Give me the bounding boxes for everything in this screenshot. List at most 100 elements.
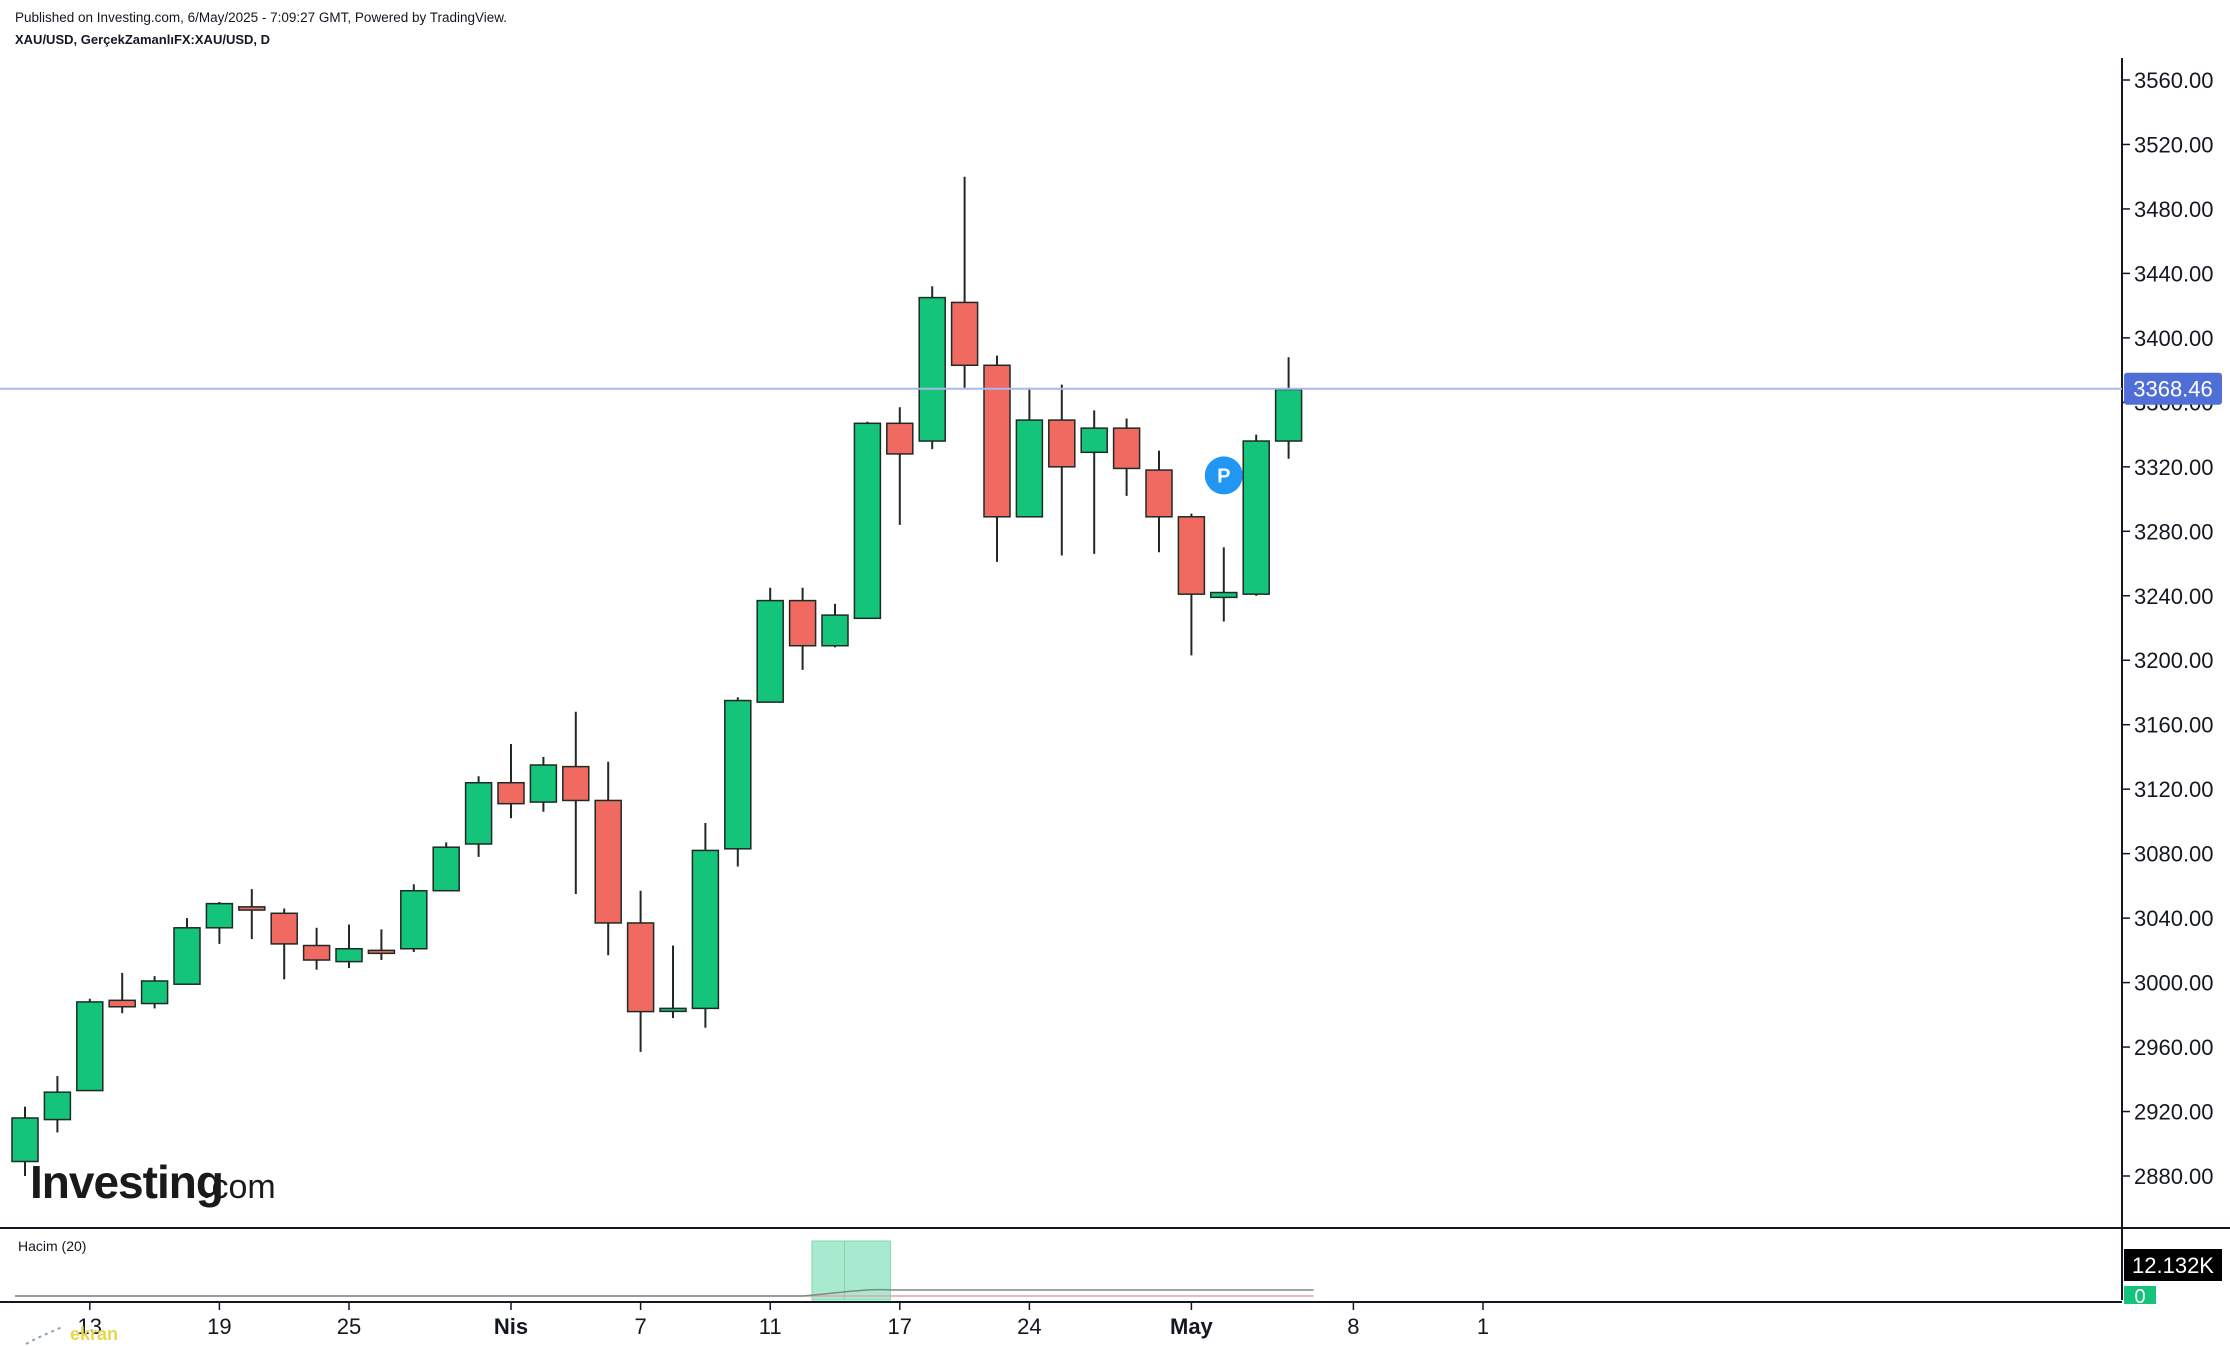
- candle[interactable]: [1177, 513, 1206, 656]
- candle[interactable]: [1015, 387, 1044, 518]
- time-tick-label: 17: [888, 1314, 912, 1339]
- candle[interactable]: [1048, 384, 1076, 556]
- candle[interactable]: [756, 587, 784, 703]
- candle-body-down: [497, 781, 525, 805]
- candle-body-up: [76, 1001, 104, 1092]
- candle-body-down: [1112, 427, 1141, 470]
- time-tick-label: 8: [1347, 1314, 1359, 1339]
- watermark: ekran: [25, 1324, 118, 1345]
- price-tick-label: 2880.00: [2134, 1164, 2214, 1189]
- candle[interactable]: [659, 945, 687, 1019]
- candle-body-up: [529, 764, 558, 803]
- price-tick-label: 2920.00: [2134, 1100, 2214, 1125]
- candle-body-up: [140, 980, 169, 1005]
- candle-body-down: [562, 765, 590, 802]
- candle[interactable]: [918, 286, 946, 450]
- candle-body-down: [108, 999, 136, 1008]
- volume-value: 12.132K: [2132, 1253, 2214, 1278]
- candle[interactable]: [11, 1106, 39, 1176]
- candle[interactable]: [853, 421, 882, 620]
- candle-body-down: [1145, 469, 1173, 518]
- price-axis: 3560.003520.003480.003440.003400.003360.…: [2122, 68, 2214, 1189]
- candle-body-up: [724, 699, 752, 850]
- price-tick-label: 3080.00: [2134, 842, 2214, 867]
- price-tick-label: 3520.00: [2134, 132, 2214, 157]
- candle[interactable]: [367, 929, 396, 961]
- time-tick-label: 19: [207, 1314, 231, 1339]
- time-tick-label: Nis: [494, 1314, 528, 1339]
- price-tick-label: 3200.00: [2134, 648, 2214, 673]
- volume-ma-line: [15, 1288, 1314, 1297]
- price-tick-label: 2960.00: [2134, 1035, 2214, 1060]
- logo-brand: Investing: [30, 1156, 223, 1208]
- candle[interactable]: [140, 976, 169, 1009]
- price-tick-label: 3000.00: [2134, 971, 2214, 996]
- candle[interactable]: [529, 756, 558, 812]
- candle-body-down: [270, 912, 298, 945]
- price-tick-label: 3240.00: [2134, 584, 2214, 609]
- candle-body-up: [1242, 440, 1270, 595]
- candle-body-up: [821, 614, 849, 647]
- candle[interactable]: [76, 998, 104, 1092]
- candle-body-down: [886, 422, 914, 455]
- candle[interactable]: [788, 587, 817, 670]
- candle[interactable]: [691, 823, 720, 1028]
- volume-value-tag: 12.132K: [2124, 1249, 2222, 1281]
- candle-body-up: [1080, 427, 1108, 454]
- candle-body-up: [659, 1007, 687, 1013]
- time-tick-label: 11: [759, 1314, 782, 1339]
- candle[interactable]: [464, 776, 493, 857]
- time-tick-label: 13: [78, 1314, 102, 1339]
- candle-body-down: [788, 599, 817, 647]
- candle-body-up: [205, 902, 234, 929]
- candle[interactable]: [497, 744, 525, 819]
- price-tick-label: 3560.00: [2134, 68, 2214, 93]
- candle[interactable]: [562, 711, 590, 894]
- candle-body-down: [302, 944, 331, 961]
- candle[interactable]: [335, 924, 363, 969]
- time-tick-label: 25: [337, 1314, 361, 1339]
- candle[interactable]: [173, 918, 201, 985]
- candle-body-down: [594, 799, 622, 924]
- candle-body-down: [238, 906, 266, 911]
- candle[interactable]: [594, 761, 622, 956]
- candle[interactable]: [108, 972, 136, 1014]
- candle[interactable]: [821, 603, 849, 648]
- candles-layer: [11, 176, 1303, 1176]
- time-tick-label: May: [1170, 1314, 1214, 1339]
- candle[interactable]: [1210, 547, 1238, 622]
- candle[interactable]: [238, 889, 266, 940]
- time-axis: 13 19 25 Nis 7 11 17 24 May 8 1: [78, 1302, 1489, 1339]
- candle[interactable]: [43, 1076, 72, 1133]
- price-tick-label: 3040.00: [2134, 906, 2214, 931]
- candle[interactable]: [302, 927, 331, 970]
- candle[interactable]: [1274, 357, 1303, 459]
- candle[interactable]: [1112, 418, 1141, 496]
- candle-body-up: [43, 1091, 72, 1121]
- candle[interactable]: [1145, 450, 1173, 553]
- candle-body-up: [1015, 419, 1044, 518]
- candle-body-up: [400, 889, 428, 950]
- candle[interactable]: [950, 176, 979, 388]
- candle[interactable]: [724, 697, 752, 867]
- time-tick-label: 24: [1017, 1314, 1041, 1339]
- price-tick-label: 3320.00: [2134, 455, 2214, 480]
- candle-body-down: [983, 364, 1011, 518]
- candle-body-down: [1048, 419, 1076, 468]
- candle[interactable]: [205, 902, 234, 944]
- candle[interactable]: [400, 884, 428, 952]
- candle[interactable]: [432, 842, 460, 892]
- symbol-caption: XAU/USD, GerçekZamanlıFX:XAU/USD, D: [15, 32, 271, 47]
- candle-body-down: [626, 922, 655, 1013]
- candle-body-up: [464, 781, 493, 845]
- candle[interactable]: [886, 407, 914, 525]
- candle-body-up: [756, 599, 784, 703]
- candle[interactable]: [626, 890, 655, 1052]
- candle-body-up: [335, 947, 363, 963]
- candle[interactable]: [1242, 434, 1270, 596]
- candle[interactable]: [270, 908, 298, 980]
- candle[interactable]: [983, 355, 1011, 562]
- candle[interactable]: [1080, 410, 1108, 554]
- publication-marker-icon[interactable]: P: [1204, 456, 1243, 495]
